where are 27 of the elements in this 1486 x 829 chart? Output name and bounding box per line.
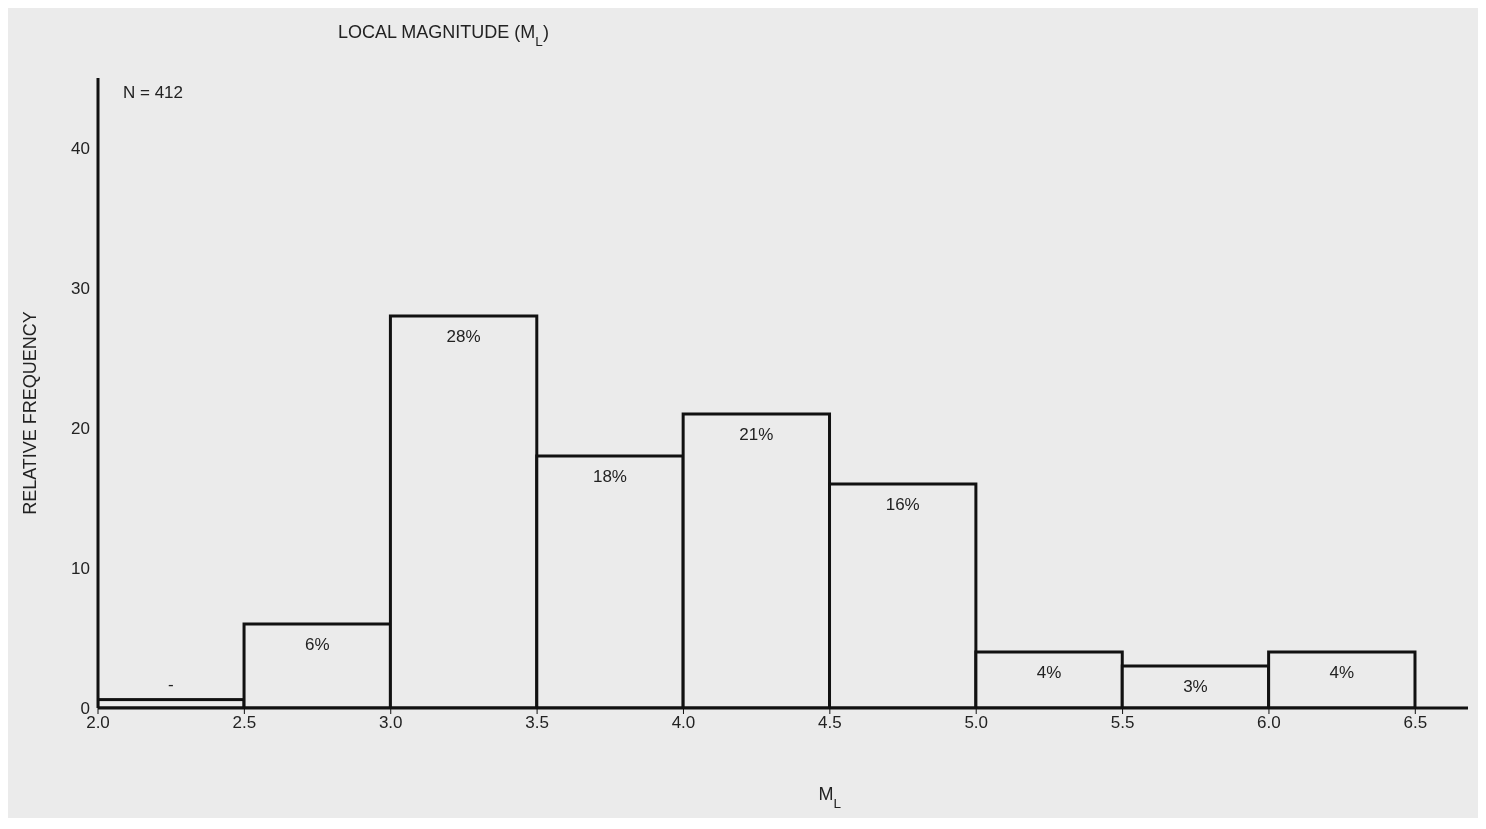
y-tick-label: 20 xyxy=(71,419,90,439)
x-tick-label: 5.5 xyxy=(1110,713,1135,733)
annotation: N = 412 xyxy=(123,83,184,102)
y-axis-title: RELATIVE FREQUENCY xyxy=(20,311,40,515)
x-tick-label: 6.0 xyxy=(1257,713,1281,733)
x-tick-label: 5.0 xyxy=(964,713,989,733)
data-label: - xyxy=(168,674,174,694)
x-tick-label: 4.5 xyxy=(818,713,842,733)
x-tick-label: 3.0 xyxy=(378,713,403,733)
data-label: 21% xyxy=(739,425,774,444)
data-label: 16% xyxy=(885,495,920,514)
x-axis-title: M$_{L}$ xyxy=(818,784,842,811)
chart-title: LOCAL MAGNITUDE (M$_{L}$) xyxy=(338,22,549,49)
data-label: 6% xyxy=(304,635,330,654)
x-tick-label: 6.5 xyxy=(1403,713,1428,733)
x-tick-label: 2.5 xyxy=(232,713,257,733)
data-label: 18% xyxy=(592,467,627,486)
x-tick-label: 3.5 xyxy=(525,713,549,733)
data-label: 4% xyxy=(1329,663,1355,682)
y-tick-label: 10 xyxy=(71,559,90,579)
y-tick-label: 40 xyxy=(71,139,90,159)
x-tick-label: 2.0 xyxy=(86,713,110,733)
data-label: 3% xyxy=(1183,677,1208,696)
data-label: 28% xyxy=(446,327,481,346)
x-tick-label: 4.0 xyxy=(671,713,696,733)
y-tick-label: 30 xyxy=(71,279,90,299)
data-label: 4% xyxy=(1036,663,1062,682)
